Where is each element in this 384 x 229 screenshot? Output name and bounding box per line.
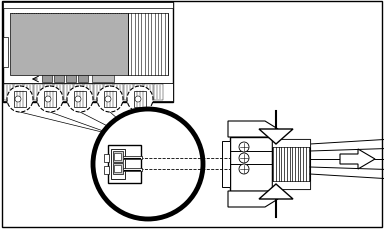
Bar bbox=[134, 85, 143, 101]
Bar bbox=[122, 156, 142, 159]
Polygon shape bbox=[259, 184, 293, 199]
Polygon shape bbox=[340, 149, 375, 169]
Circle shape bbox=[135, 97, 141, 103]
Bar bbox=[272, 139, 310, 147]
Circle shape bbox=[75, 97, 81, 103]
Bar bbox=[4, 85, 13, 101]
Circle shape bbox=[7, 87, 33, 112]
Bar bbox=[108, 145, 141, 183]
Bar bbox=[114, 165, 121, 172]
Bar bbox=[230, 137, 272, 191]
Bar bbox=[74, 92, 86, 108]
Bar bbox=[104, 92, 116, 108]
Polygon shape bbox=[228, 121, 278, 137]
Bar bbox=[64, 85, 73, 101]
Circle shape bbox=[45, 97, 51, 103]
Bar bbox=[104, 166, 109, 174]
Bar bbox=[104, 85, 113, 101]
Bar bbox=[14, 92, 26, 108]
Bar bbox=[3, 38, 8, 68]
Bar bbox=[54, 76, 64, 83]
Bar bbox=[42, 76, 52, 83]
Bar bbox=[3, 3, 173, 9]
Bar bbox=[92, 76, 114, 83]
Bar bbox=[34, 85, 43, 101]
Bar bbox=[114, 153, 121, 160]
Bar bbox=[272, 139, 310, 189]
Bar bbox=[10, 14, 128, 76]
Bar bbox=[24, 85, 33, 101]
Circle shape bbox=[105, 97, 111, 103]
Circle shape bbox=[239, 164, 249, 174]
Circle shape bbox=[97, 87, 123, 112]
Bar bbox=[44, 92, 56, 108]
Bar bbox=[3, 84, 173, 101]
Bar bbox=[104, 154, 109, 162]
Circle shape bbox=[127, 87, 153, 112]
Circle shape bbox=[239, 153, 249, 163]
Bar bbox=[74, 85, 83, 101]
Bar bbox=[144, 85, 153, 101]
Bar bbox=[14, 85, 23, 101]
Bar bbox=[128, 14, 168, 76]
Polygon shape bbox=[228, 191, 278, 207]
Bar bbox=[44, 85, 53, 101]
Bar bbox=[124, 85, 133, 101]
Polygon shape bbox=[259, 129, 293, 144]
Bar bbox=[111, 149, 125, 179]
Circle shape bbox=[67, 87, 93, 112]
Bar bbox=[272, 181, 310, 189]
Bar bbox=[113, 163, 123, 174]
Circle shape bbox=[15, 97, 21, 103]
Bar bbox=[222, 141, 230, 187]
Bar bbox=[122, 168, 142, 171]
Circle shape bbox=[37, 87, 63, 112]
Bar bbox=[94, 85, 103, 101]
Bar bbox=[134, 92, 146, 108]
Circle shape bbox=[239, 142, 249, 152]
Bar bbox=[54, 85, 63, 101]
Bar bbox=[113, 151, 123, 162]
Bar bbox=[84, 85, 93, 101]
Bar bbox=[3, 3, 173, 103]
Circle shape bbox=[93, 109, 203, 219]
Bar bbox=[114, 85, 123, 101]
Bar bbox=[154, 85, 163, 101]
Bar bbox=[78, 76, 88, 83]
Bar bbox=[66, 76, 76, 83]
